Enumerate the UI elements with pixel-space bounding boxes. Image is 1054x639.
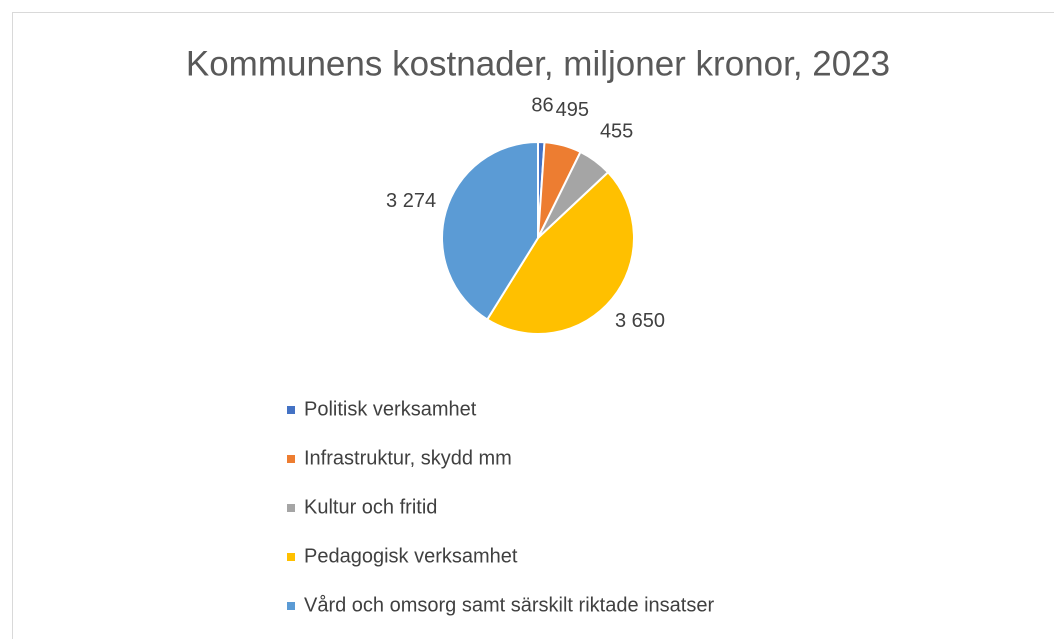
legend-label: Pedagogisk verksamhet bbox=[304, 545, 518, 567]
pie-slice bbox=[441, 140, 539, 321]
legend-label: Politisk verksamhet bbox=[304, 398, 477, 420]
data-label: 3 274 bbox=[386, 190, 436, 212]
chart-title: Kommunens kostnader, miljoner kronor, 20… bbox=[186, 44, 890, 83]
legend-marker bbox=[287, 504, 295, 512]
legend-marker bbox=[287, 455, 295, 463]
data-label: 3 650 bbox=[615, 310, 665, 332]
data-label: 455 bbox=[600, 120, 633, 142]
data-label: 86 bbox=[531, 94, 553, 116]
pie-slice bbox=[485, 170, 635, 335]
data-label: 495 bbox=[556, 99, 589, 121]
legend-label: Infrastruktur, skydd mm bbox=[304, 447, 512, 469]
legend-label: Vård och omsorg samt särskilt riktade in… bbox=[304, 594, 714, 616]
legend-marker bbox=[287, 553, 295, 561]
legend-marker bbox=[287, 602, 295, 610]
legend-marker bbox=[287, 406, 295, 414]
legend-label: Kultur och fritid bbox=[304, 496, 437, 518]
